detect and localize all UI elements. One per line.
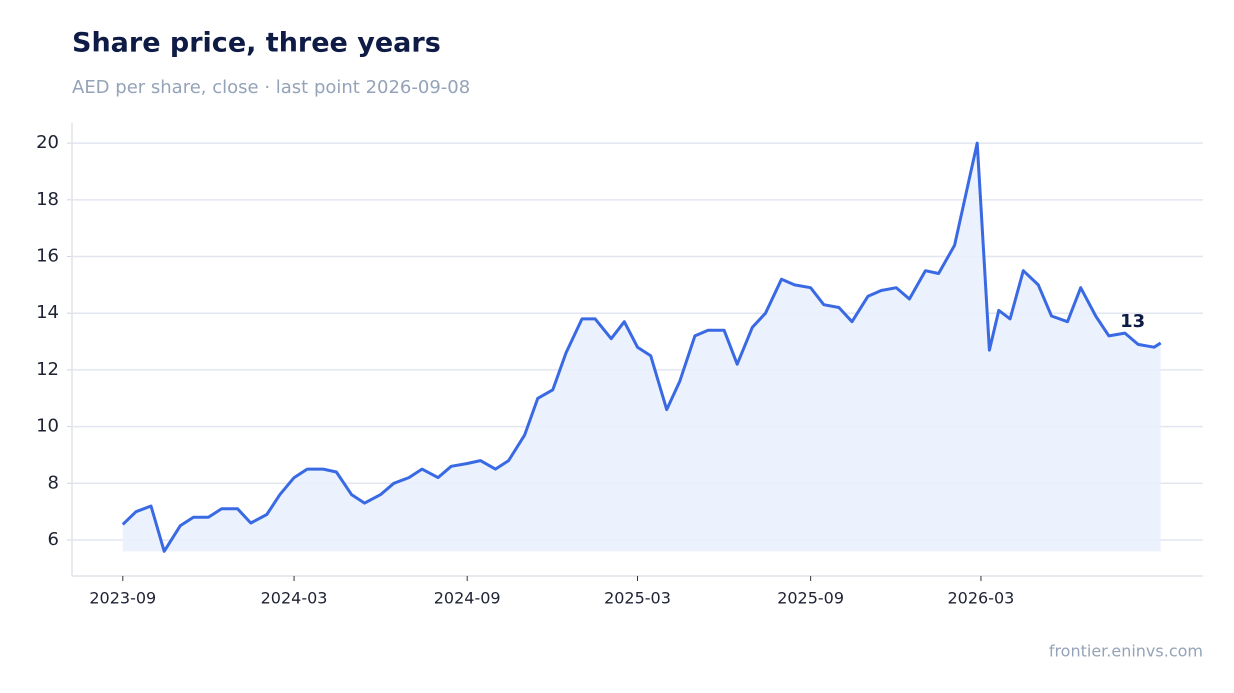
y-tick-label: 16 bbox=[36, 246, 59, 267]
x-tick-label: 2023-09 bbox=[89, 589, 156, 608]
y-tick-label: 14 bbox=[36, 302, 59, 323]
x-tick-label: 2024-09 bbox=[434, 589, 501, 608]
x-tick-label: 2026-03 bbox=[948, 589, 1015, 608]
y-tick-label: 20 bbox=[36, 132, 59, 153]
chart-title: Share price, three years bbox=[72, 28, 441, 59]
line bbox=[121, 141, 1162, 553]
y-tick-label: 12 bbox=[36, 359, 59, 380]
chart-subtitle: AED per share, close · last point 2026-0… bbox=[72, 77, 470, 98]
y-tick-label: 10 bbox=[36, 416, 59, 437]
x-tick-label: 2025-03 bbox=[604, 589, 671, 608]
last-value-label: 13 bbox=[1120, 311, 1145, 332]
y-tick-label: 6 bbox=[48, 529, 59, 550]
x-tick-label: 2025-09 bbox=[777, 589, 844, 608]
source: frontier.eninvs.com bbox=[1049, 642, 1203, 661]
y-tick-label: 18 bbox=[36, 189, 59, 210]
x-tick-label: 2024-03 bbox=[261, 589, 328, 608]
y-tick-label: 8 bbox=[48, 472, 59, 493]
area bbox=[122, 143, 1161, 552]
